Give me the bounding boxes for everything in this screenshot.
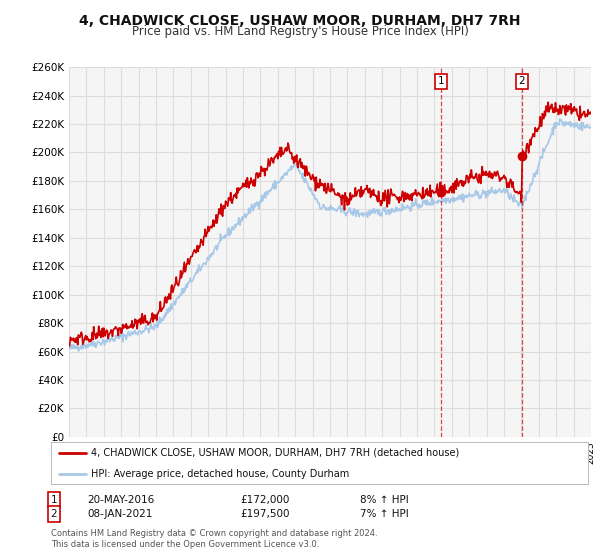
Text: 8% ↑ HPI: 8% ↑ HPI <box>360 494 409 505</box>
Text: £197,500: £197,500 <box>240 509 290 519</box>
Text: 20-MAY-2016: 20-MAY-2016 <box>87 494 154 505</box>
Text: Price paid vs. HM Land Registry's House Price Index (HPI): Price paid vs. HM Land Registry's House … <box>131 25 469 38</box>
Text: 1: 1 <box>50 494 58 505</box>
Text: Contains HM Land Registry data © Crown copyright and database right 2024.: Contains HM Land Registry data © Crown c… <box>51 529 377 538</box>
Text: 4, CHADWICK CLOSE, USHAW MOOR, DURHAM, DH7 7RH: 4, CHADWICK CLOSE, USHAW MOOR, DURHAM, D… <box>79 14 521 28</box>
Text: 2: 2 <box>518 76 525 86</box>
Text: This data is licensed under the Open Government Licence v3.0.: This data is licensed under the Open Gov… <box>51 540 319 549</box>
Text: 7% ↑ HPI: 7% ↑ HPI <box>360 509 409 519</box>
Text: HPI: Average price, detached house, County Durham: HPI: Average price, detached house, Coun… <box>91 469 350 479</box>
Text: 2: 2 <box>50 509 58 519</box>
Text: 1: 1 <box>437 76 445 86</box>
Text: 4, CHADWICK CLOSE, USHAW MOOR, DURHAM, DH7 7RH (detached house): 4, CHADWICK CLOSE, USHAW MOOR, DURHAM, D… <box>91 448 460 458</box>
Text: 08-JAN-2021: 08-JAN-2021 <box>87 509 152 519</box>
Text: £172,000: £172,000 <box>240 494 289 505</box>
